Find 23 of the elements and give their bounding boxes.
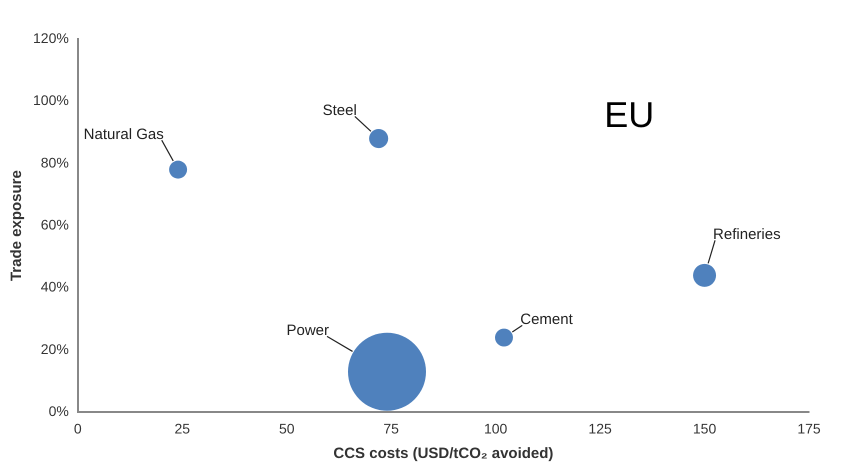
- x-axis-title: CCS costs (USD/tCO₂ avoided): [333, 445, 554, 462]
- y-tick-label: 20%: [40, 340, 69, 357]
- x-tick-label: 125: [588, 420, 612, 436]
- y-tick-label: 0%: [48, 403, 69, 420]
- y-tick-label: 40%: [40, 278, 69, 295]
- annotation: EU: [604, 94, 654, 135]
- x-tick-label: 100: [484, 420, 508, 436]
- y-axis-title: Trade exposure: [8, 170, 26, 282]
- x-tick-label: 0: [74, 420, 82, 436]
- x-tick-label: 50: [278, 420, 295, 436]
- series-label: Natural Gas: [84, 126, 164, 143]
- x-tick-label: 150: [692, 420, 716, 436]
- y-tick-label: 120%: [32, 30, 69, 46]
- series-label: Refineries: [713, 226, 781, 243]
- y-tick-label: 60%: [40, 216, 69, 232]
- series-label: Steel: [322, 102, 357, 120]
- y-tick-label: 100%: [32, 92, 69, 108]
- x-tick-label: 25: [174, 420, 190, 436]
- y-tick-label: 80%: [40, 154, 69, 170]
- series-label: Power: [286, 322, 330, 339]
- x-tick-label: 175: [797, 420, 821, 436]
- x-tick-label: 75: [383, 420, 400, 436]
- series-label: Cement: [520, 311, 574, 328]
